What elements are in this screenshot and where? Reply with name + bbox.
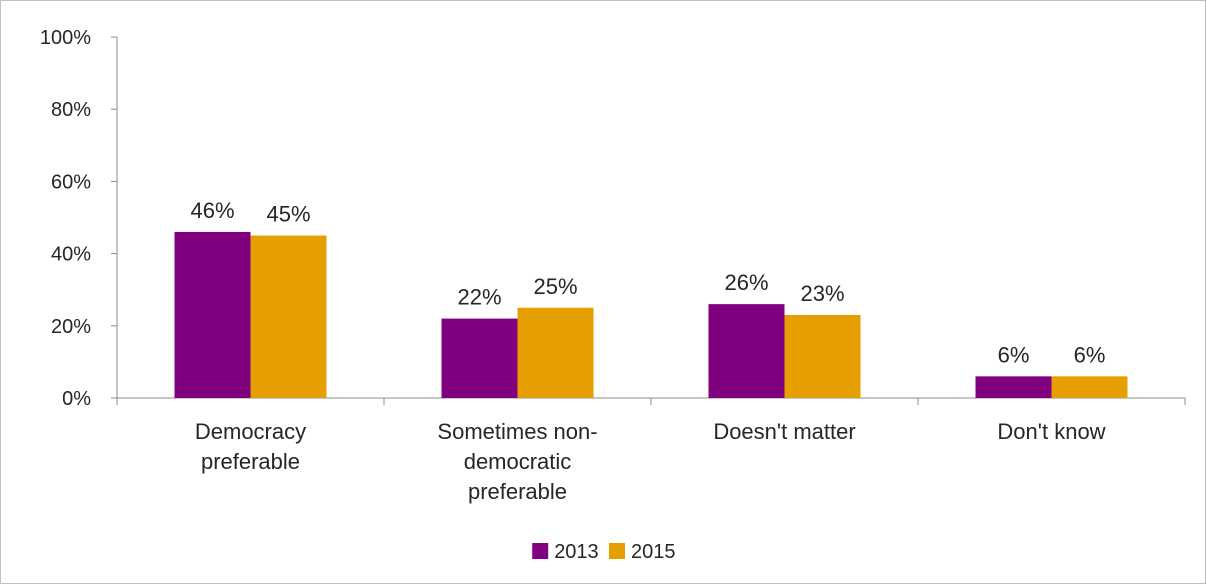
y-tick-label: 100%: [40, 27, 91, 49]
bar-2015: [1051, 376, 1128, 398]
bar-2013: [174, 231, 251, 398]
y-tick-label: 20%: [51, 316, 91, 338]
y-tick-label: 80%: [51, 99, 91, 121]
data-label: 26%: [724, 270, 768, 295]
data-label: 6%: [1074, 342, 1106, 367]
legend-label: 2013: [554, 541, 599, 563]
data-label: 45%: [266, 202, 310, 227]
data-label: 6%: [998, 342, 1030, 367]
category-label: Doesn't matter: [713, 419, 855, 444]
bar-2013: [708, 304, 785, 398]
category-label: Democracy preferable: [195, 419, 306, 474]
legend-label: 2015: [631, 541, 676, 563]
bar-2015: [517, 307, 594, 398]
y-tick-label: 0%: [62, 388, 91, 410]
legend: 2013 2015: [532, 541, 676, 563]
category-label: Sometimes non-democratic preferable: [437, 419, 597, 504]
bar-2015: [250, 235, 327, 398]
bar-2013: [441, 318, 518, 398]
data-label: 22%: [457, 285, 501, 310]
data-label: 25%: [533, 274, 577, 299]
y-tick-label: 40%: [51, 244, 91, 266]
bar-2015: [784, 314, 861, 398]
legend-swatch-2015: [609, 543, 625, 559]
data-labels: 46% 45% 22% 25% 26% 23% 6% 6%: [190, 198, 1105, 367]
legend-swatch-2013: [532, 543, 549, 559]
data-label: 46%: [190, 198, 234, 223]
data-label: 23%: [800, 281, 844, 306]
bars: [174, 231, 1128, 398]
y-tick-label: 60%: [51, 171, 91, 193]
bar-2013: [975, 376, 1052, 398]
category-labels: Democracy preferable Sometimes non-democra…: [195, 419, 1106, 504]
category-label: Don't know: [997, 419, 1105, 444]
